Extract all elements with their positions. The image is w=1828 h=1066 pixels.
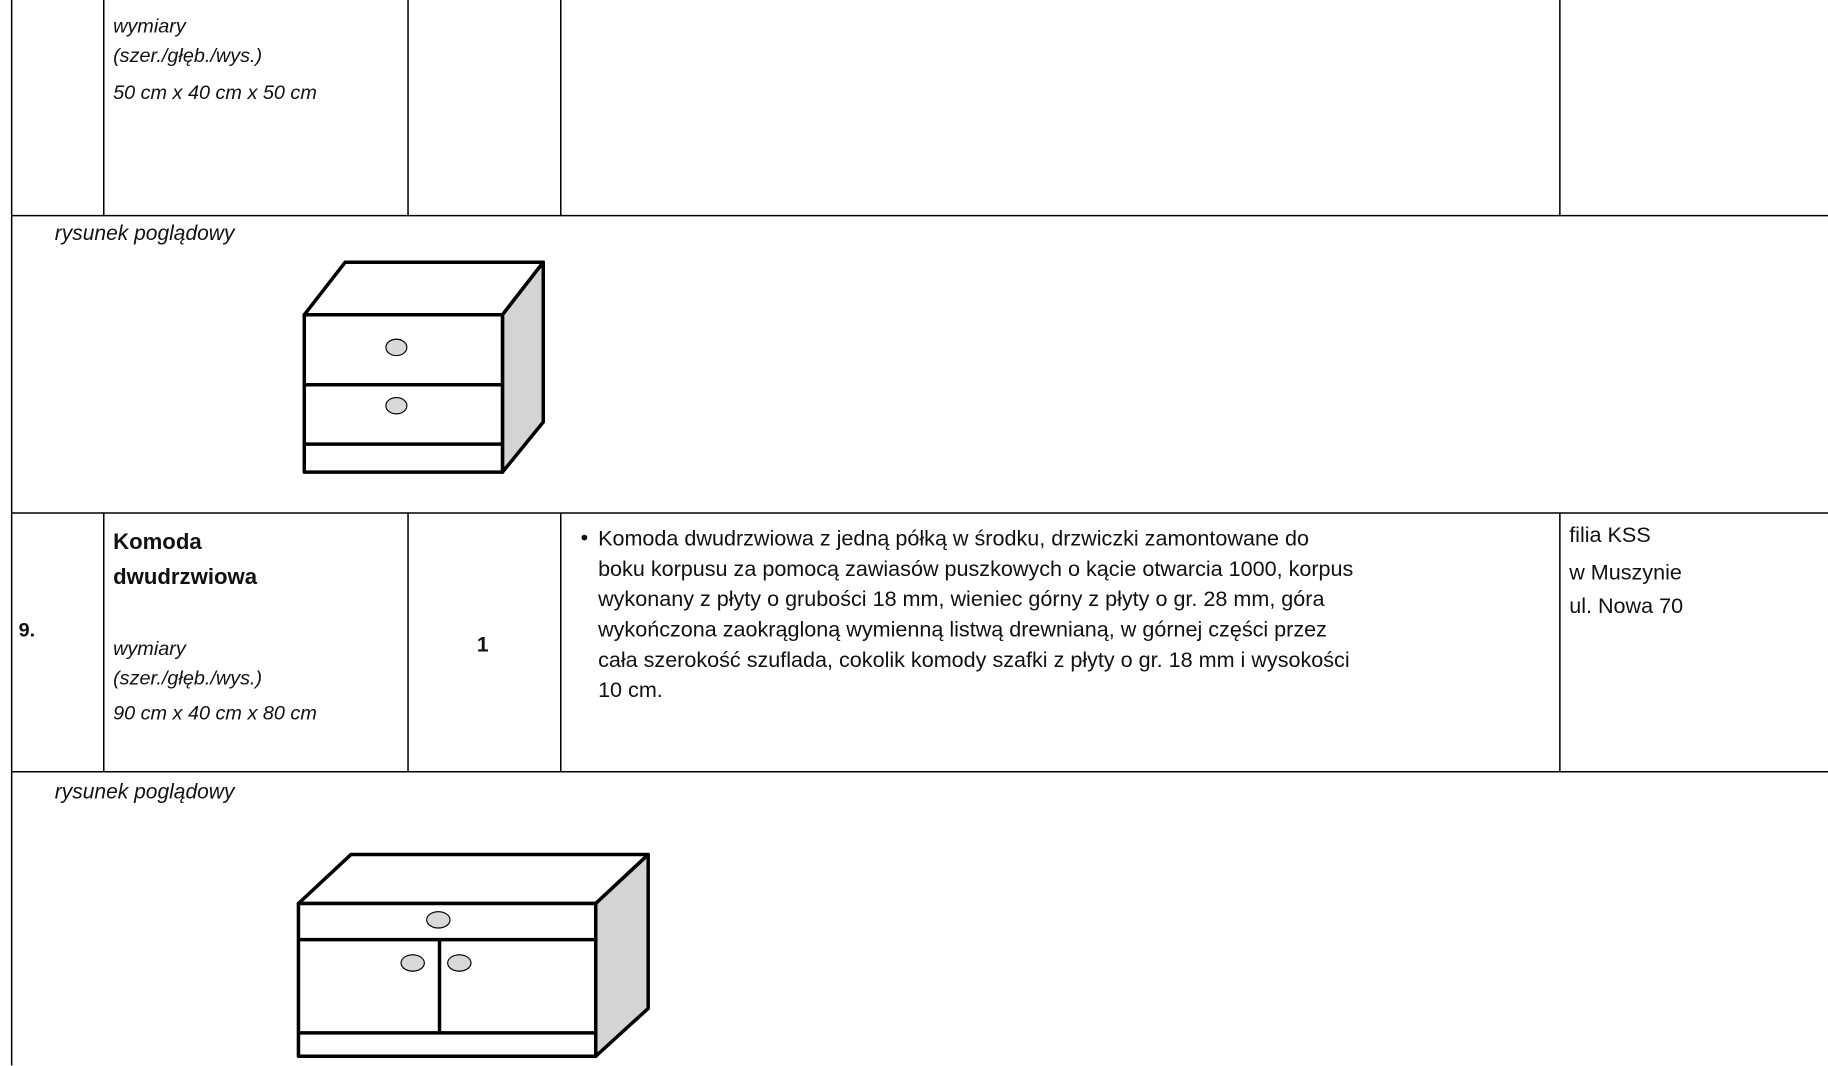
dimensions-label: wymiary [113, 15, 186, 38]
description-line: boku korpusu za pomocą zawiasów puszkowy… [598, 556, 1354, 581]
description-line: wykonany z płyty o grubości 18 mm, wieni… [598, 586, 1325, 611]
description-line: wykończona zaokrągloną wymienną listwą d… [598, 616, 1327, 642]
description-line: cała szerokość szuflada, cokolik komody … [598, 647, 1350, 672]
dimensions: 90 cm x 40 cm x 80 cm [113, 701, 317, 724]
location-line: filia KSS [1569, 522, 1651, 547]
dimensions-unit: (szer./głęb./wys.) [113, 666, 263, 689]
location-line: w Muszynie [1569, 559, 1682, 585]
bullet: • [580, 524, 589, 550]
location-line: ul. Nowa 70 [1569, 593, 1684, 618]
description-line: 10 cm. [598, 677, 663, 702]
item-number: 9. [18, 619, 36, 642]
quantity: 1 [476, 633, 489, 657]
caption: rysunek poglądowy [54, 779, 235, 804]
dresser-drawing [296, 852, 650, 1058]
item-name: dwudrzwiowa [113, 565, 258, 590]
nightstand-drawing [302, 260, 546, 474]
item-name: Komoda [113, 530, 202, 555]
caption: rysunek poglądowy [54, 221, 235, 245]
dimensions-label: wymiary [113, 637, 186, 660]
description-line: Komoda dwudrzwiowa z jedną półką w środk… [598, 525, 1309, 551]
dimensions-unit: (szer./głęb./wys.) [113, 44, 263, 67]
dimensions: 50 cm x 40 cm x 50 cm [113, 81, 317, 104]
